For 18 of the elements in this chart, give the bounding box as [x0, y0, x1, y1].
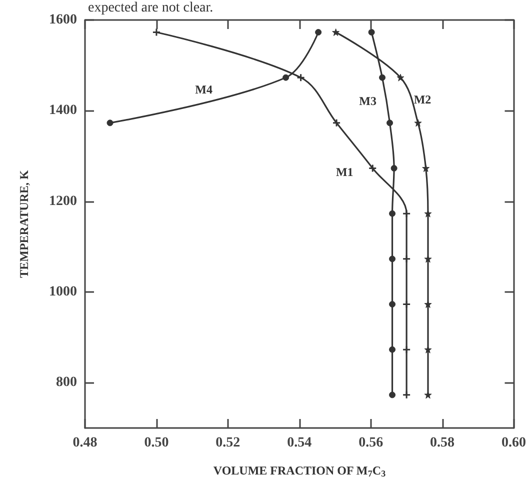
x-tick-label: 0.50: [144, 436, 169, 450]
x-tick-label: 0.60: [502, 436, 526, 450]
x-tick-label: 0.52: [216, 436, 240, 450]
y-tick-label: 800: [56, 375, 77, 390]
y-tick-label: 1000: [49, 284, 77, 300]
x-tick-label: 0.54: [287, 436, 312, 450]
x-tick-label: 0.56: [358, 436, 384, 450]
series-label: M3: [359, 94, 376, 108]
series-label: M2: [414, 92, 432, 107]
x-tick-label: 0.48: [72, 436, 98, 450]
y-tick-label: 1400: [49, 103, 77, 118]
y-tick-label: 1600: [49, 12, 77, 28]
text: expected are not clear.: [88, 0, 214, 16]
series-label: M4: [195, 82, 212, 97]
series-label: M1: [336, 165, 354, 180]
x-tick-label: 0.58: [430, 436, 455, 450]
y-tick-label: 1200: [49, 194, 77, 209]
y-axis-title: TEMPERATURE, K: [17, 169, 31, 278]
